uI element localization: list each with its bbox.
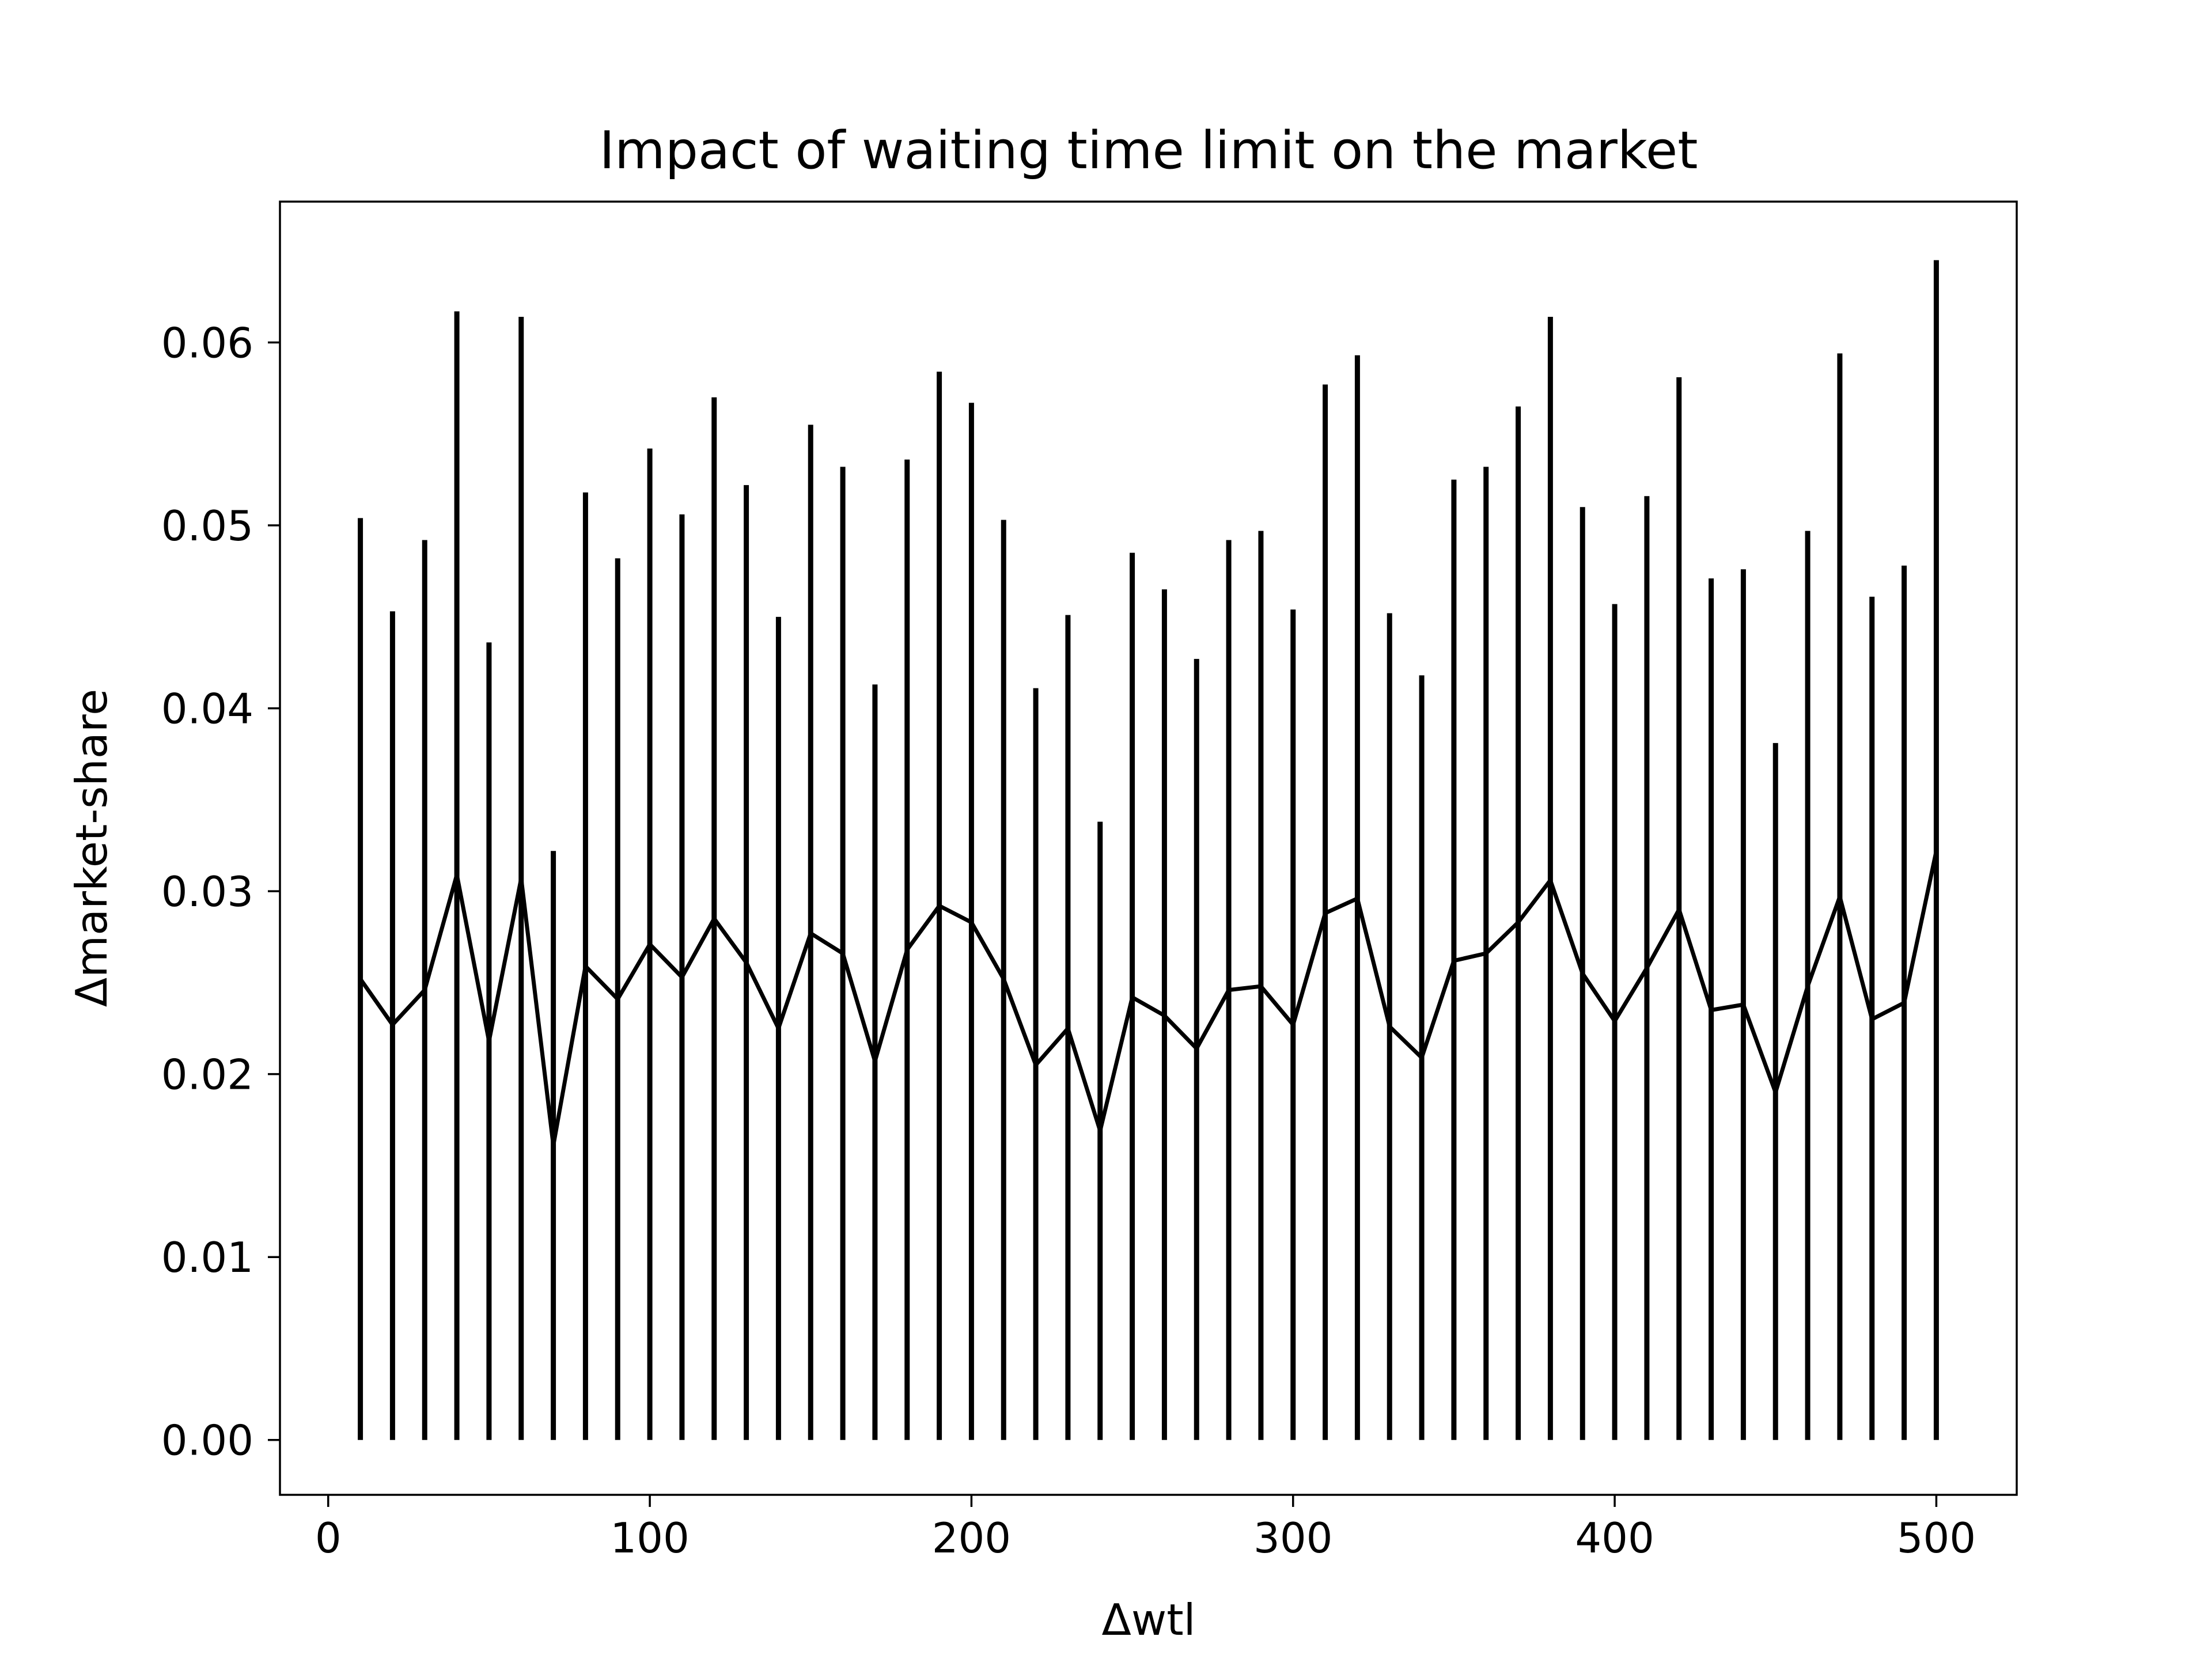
x-tick-label-5: 500 xyxy=(1897,1514,1976,1562)
chart-title: Impact of waiting time limit on the mark… xyxy=(599,120,1698,181)
x-tick-label-4: 400 xyxy=(1575,1514,1654,1562)
x-tick-label-2: 200 xyxy=(932,1514,1011,1562)
y-tick-label-2: 0.02 xyxy=(161,1051,253,1099)
x-axis-label: Δwtl xyxy=(1102,1594,1196,1645)
plot-frame xyxy=(279,200,2018,1496)
x-axis: 0 100 200 300 400 500 xyxy=(315,1495,1976,1562)
y-tick-label-6: 0.06 xyxy=(161,319,253,368)
x-tick-label-3: 300 xyxy=(1253,1514,1332,1562)
series-line-0 xyxy=(358,850,1938,1146)
x-tick-label-0: 0 xyxy=(315,1514,342,1562)
y-tick-label-1: 0.01 xyxy=(161,1233,253,1282)
y-tick-label-0: 0.00 xyxy=(161,1416,253,1465)
x-tick-label-1: 100 xyxy=(610,1514,689,1562)
y-tick-label-5: 0.05 xyxy=(161,502,253,550)
data-line-layer xyxy=(358,850,1938,1146)
y-axis: 0.00 0.01 0.02 0.03 0.04 0.05 0.06 xyxy=(161,319,280,1465)
y-tick-label-3: 0.03 xyxy=(161,868,253,916)
y-axis-label: Δmarket-share xyxy=(66,689,117,1007)
y-tick-label-4: 0.04 xyxy=(161,685,253,733)
